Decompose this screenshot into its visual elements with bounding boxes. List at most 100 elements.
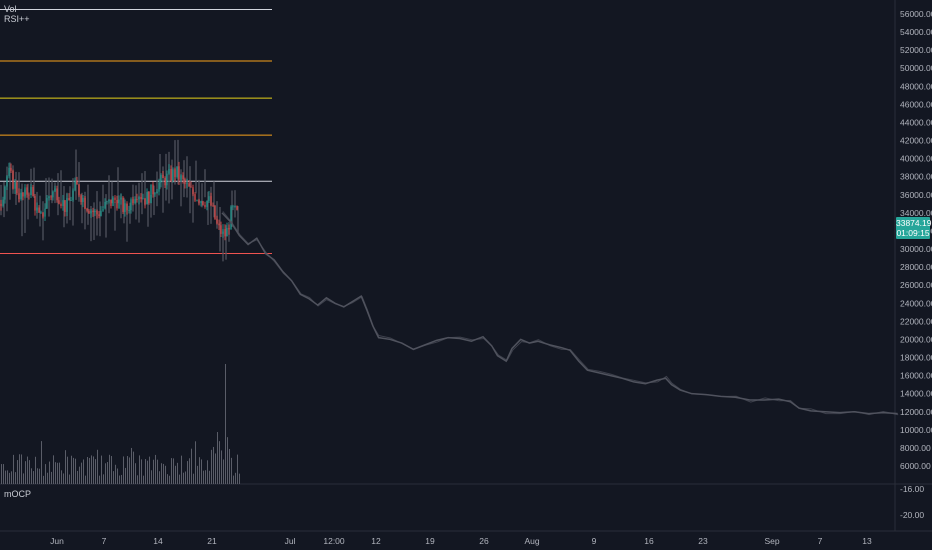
volume-bar [11,471,12,484]
time-tick-label: 26 [479,536,489,546]
volume-bar [99,475,100,484]
volume-bar [25,461,26,484]
vol-indicator-label[interactable]: Vol [4,4,17,14]
projection-texture [222,211,899,416]
candle-body [6,176,8,187]
candle-body [172,169,174,181]
volume-bar [81,462,82,484]
candle-body [220,225,222,234]
candle-body [154,193,156,195]
volume-bar [179,474,180,484]
candle-body [186,183,188,185]
volume-bar [83,459,84,484]
candle-body [142,198,144,200]
volume-bar [35,456,36,484]
volume-bar [37,468,38,484]
candles [0,161,238,241]
candle-body [146,191,148,205]
candle-body [54,188,56,192]
candle-body [198,200,200,203]
volume-bar [119,475,120,484]
volume-bar [151,470,152,484]
volume-bar [177,462,178,484]
candle-body [78,184,80,196]
candle-body [100,210,102,216]
candle-body [166,173,168,186]
volume-bar [229,448,230,484]
volume-bar [63,473,64,484]
volume-bar [9,472,10,484]
price-tick-label: 54000.00 [900,27,932,37]
volume-bar [103,474,104,484]
volume-bar [121,474,122,484]
volume-bar [91,455,92,484]
volume-bar [163,463,164,484]
volume-bar [191,448,192,484]
price-tick-label: 36000.00 [900,190,932,200]
candle-body [4,186,6,200]
time-tick-label: 12:00 [323,536,345,546]
volume-bar [235,472,236,484]
volume-bar [3,464,4,484]
candle-body [148,191,150,204]
volume-bar [89,457,90,484]
candle-body [178,166,180,180]
candle-body [204,204,206,207]
projection-path [221,211,899,416]
volume-bar [135,463,136,484]
volume-bar [87,456,88,484]
volume-bar [133,451,134,484]
price-tick-label: 6000.00 [900,461,931,471]
candle-body [170,169,172,181]
volume-bar [173,458,174,484]
candle-body [124,203,126,212]
candle-body [128,210,130,212]
price-tick-label: 28000.00 [900,262,932,272]
volume-bar [1,464,2,484]
candle-body [114,197,116,201]
volume-bar [203,470,204,484]
volume-bar [215,453,216,484]
volume-bar [15,472,16,484]
candle-body [58,200,60,204]
volume-bar [167,474,168,484]
price-tick-label: 38000.00 [900,172,932,182]
volume-bar [137,475,138,484]
volume-bar [65,450,66,484]
volume-bar [185,471,186,484]
volume-bar [193,473,194,484]
candle-body [2,199,4,206]
volume-bar [31,468,32,484]
volume-bar [153,459,154,484]
volume-bar [17,460,18,484]
volume-bar [233,475,234,484]
candle-body [164,177,166,186]
candle-body [14,182,16,189]
volume-bar [155,454,156,484]
time-tick-label: 19 [425,536,435,546]
volume-bar [7,470,8,484]
candle-body [8,167,10,177]
candle-body [92,210,94,213]
volume-bar [221,450,222,484]
mocp-indicator-label[interactable]: mOCP [4,489,31,499]
volume-bar [231,457,232,484]
rsi-indicator-label[interactable]: RSI++ [4,14,30,24]
volume-bar [197,465,198,484]
volume-bar [79,466,80,484]
candle-body [232,206,234,208]
candle-body [102,208,104,211]
volume-bar [165,465,166,484]
candle-body [210,196,212,206]
last-price-countdown: 01:09:15 [896,228,930,238]
candle-body [80,195,82,203]
volume-bar [199,457,200,484]
price-tick-label: 34000.00 [900,208,932,218]
price-tick-label: 44000.00 [900,117,932,127]
candle-body [226,227,228,237]
candle-body [30,187,32,196]
time-tick-label: Sep [764,536,779,546]
price-tick-label: 24000.00 [900,298,932,308]
candle-body [236,206,238,210]
